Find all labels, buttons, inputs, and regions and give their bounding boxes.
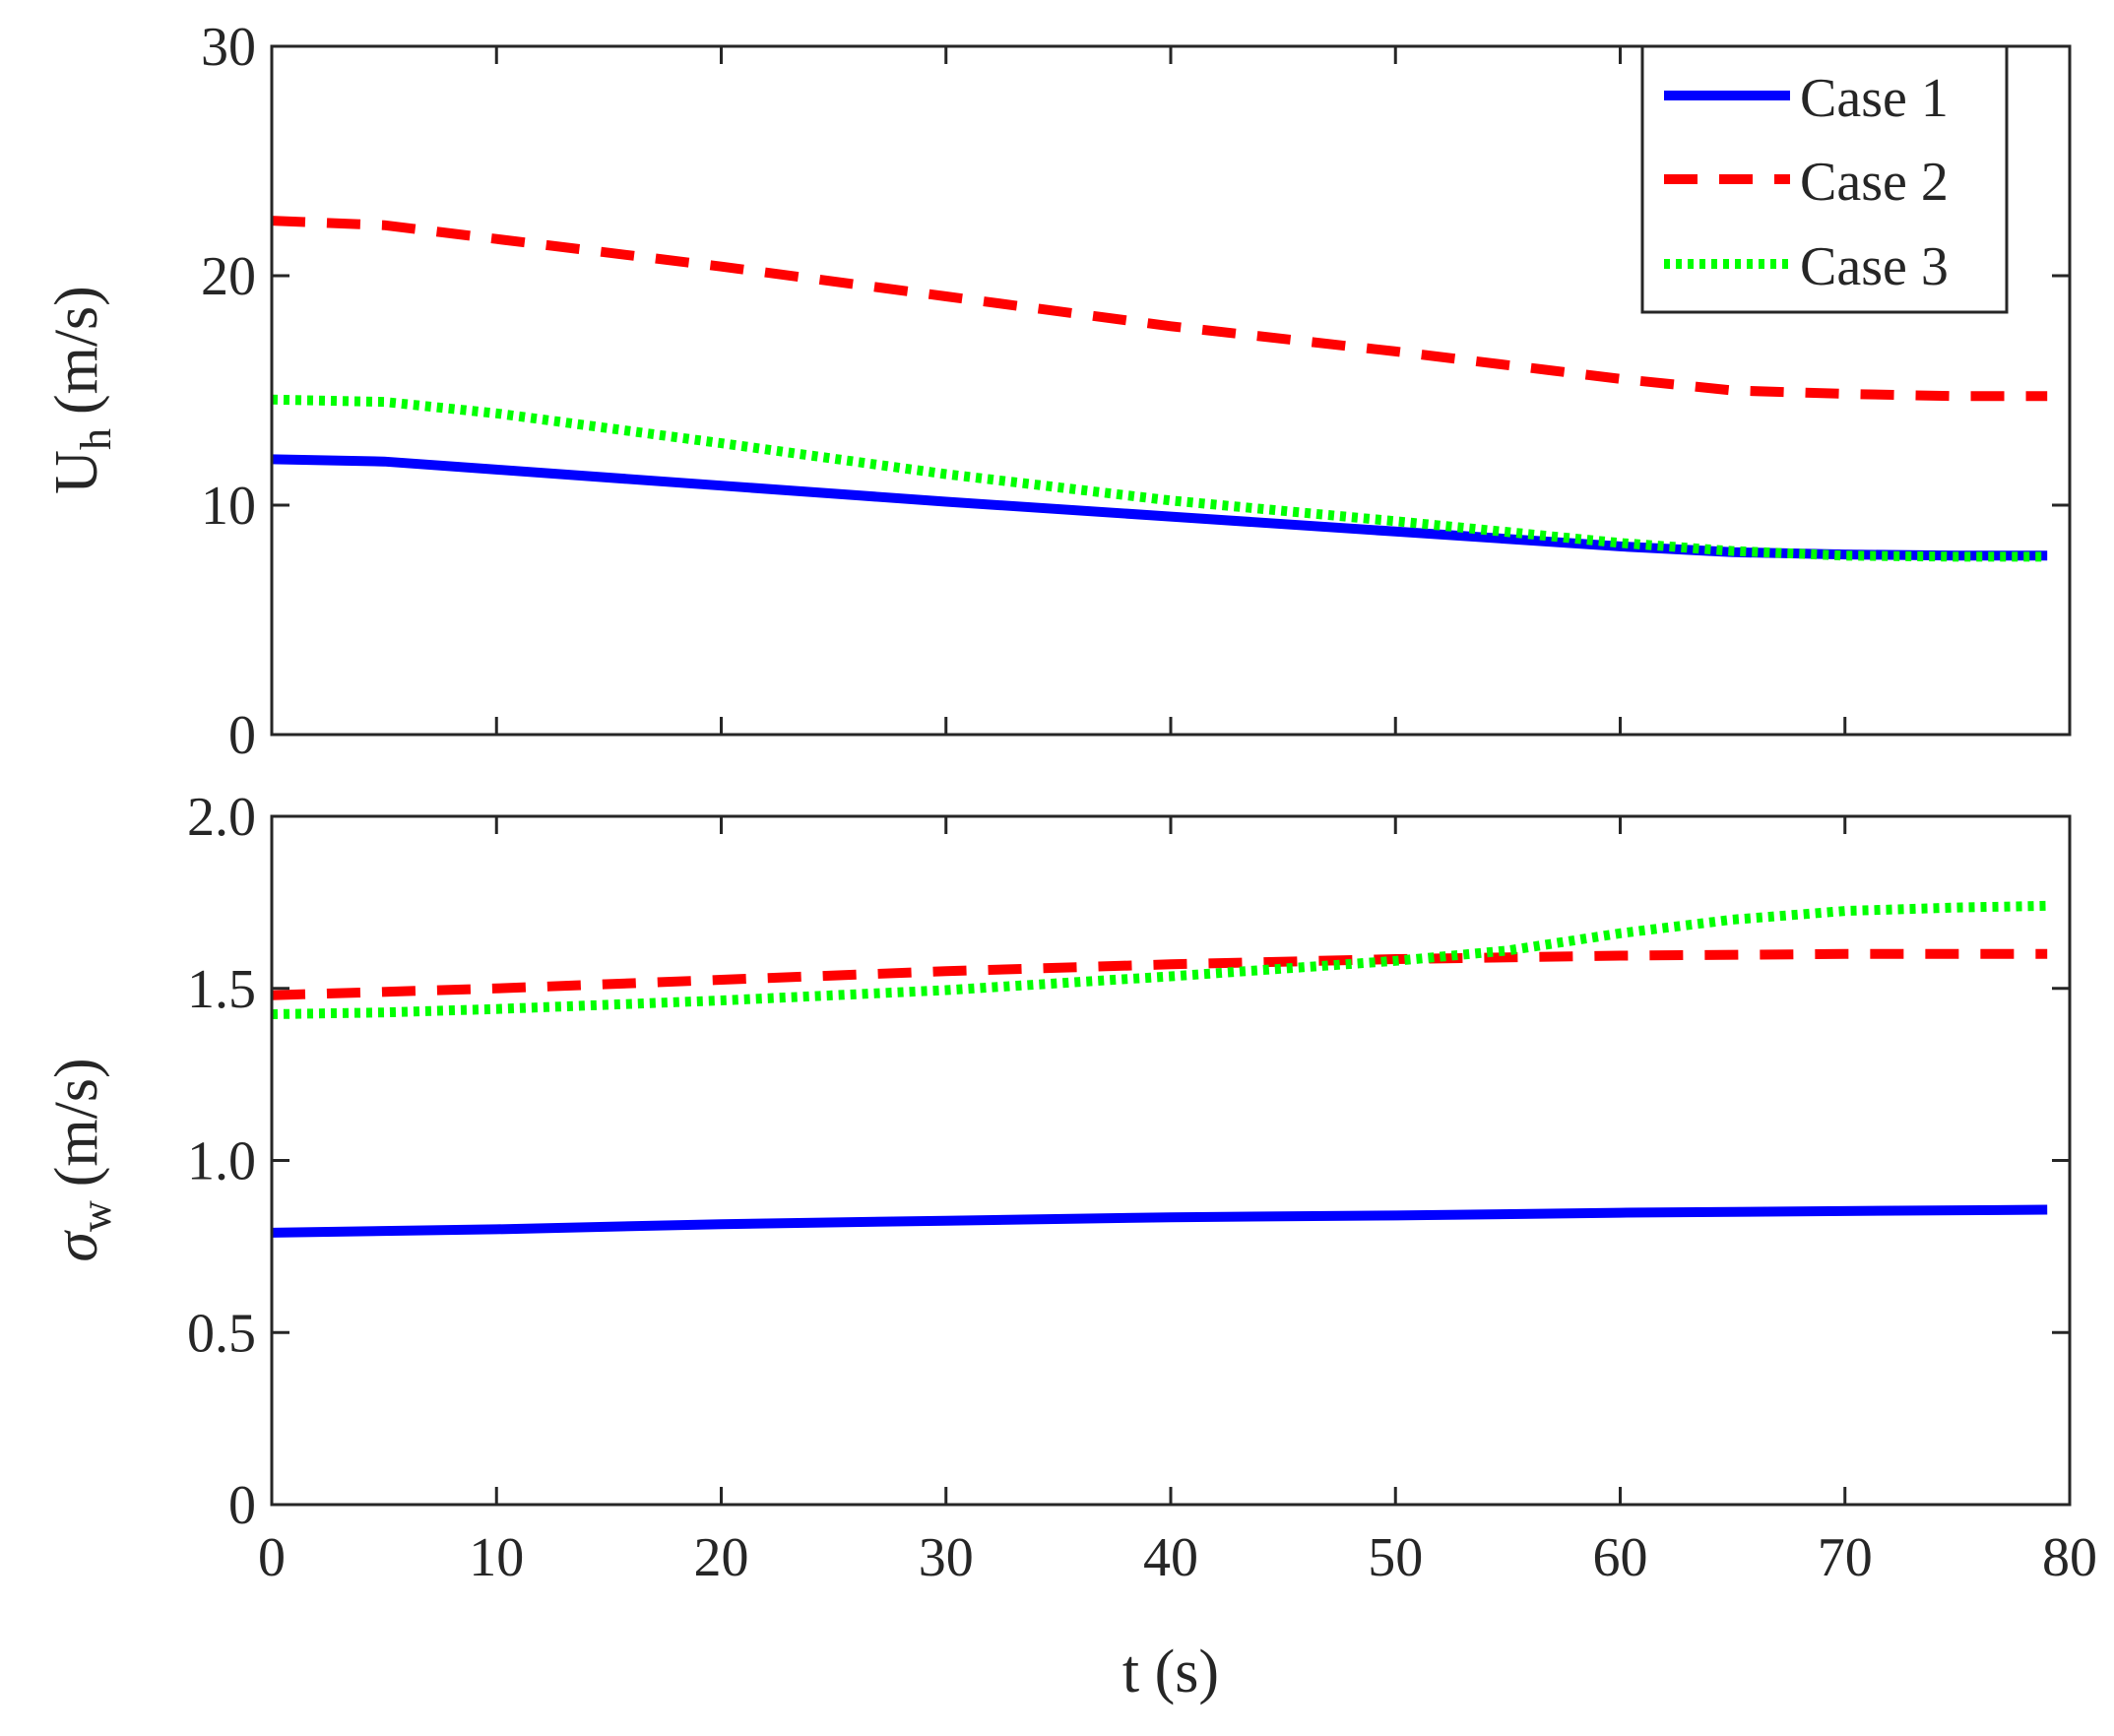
bottom-y-tick-label-2: 1.0 (187, 1131, 256, 1192)
top-y-axis-label: Uh (m/s) (43, 286, 120, 494)
top-series-case-3 (271, 394, 2048, 562)
legend-label-case-3: Case 3 (1800, 236, 1949, 297)
x-axis-label: t (s) (1122, 1639, 1219, 1705)
top-ylabel-unit: (m/s) (43, 286, 110, 415)
bottom-x-tick-label-60: 60 (1593, 1527, 1648, 1588)
bottom-y-tick-label-0: 0 (228, 1475, 256, 1536)
svg-text:Uh(m/s): Uh (m/s) (43, 286, 120, 494)
top-y-tick-label-2: 20 (201, 246, 256, 307)
bottom-ylabel-main: σ (43, 1230, 110, 1262)
bottom-series-case-1 (271, 1204, 2048, 1238)
bottom-x-tick-label-0: 0 (258, 1527, 286, 1588)
legend-label-case-1: Case 1 (1800, 68, 1949, 129)
bottom-x-tick-label-50: 50 (1368, 1527, 1423, 1588)
top-panel: 0 10 20 30 Uh (m/s) Case 1 Case 2 Case 3 (43, 17, 2072, 766)
bottom-series-layer (271, 900, 2048, 1238)
bottom-x-tick-label-20: 20 (694, 1527, 749, 1588)
top-ticks-layer: 0 10 20 30 (201, 17, 2072, 766)
bottom-ylabel-unit: (m/s) (43, 1058, 110, 1187)
bottom-series-case-2 (271, 948, 2048, 1000)
bottom-y-axis-label: σw (m/s) (43, 1058, 120, 1261)
bottom-y-tick-label-1: 0.5 (187, 1303, 256, 1364)
bottom-x-tick-label-40: 40 (1143, 1527, 1198, 1588)
legend: Case 1 Case 2 Case 3 (1640, 44, 2009, 314)
bottom-y-tick-label-3: 1.5 (187, 959, 256, 1020)
top-y-tick-label-3: 30 (201, 17, 256, 78)
top-ylabel-main: U (43, 450, 110, 494)
bottom-panel: 0 10 20 30 40 50 60 70 80 0 0.5 1.0 1.5 2.0 σw (m/s) t… (43, 787, 2097, 1705)
bottom-x-tick-label-80: 80 (2042, 1527, 2097, 1588)
legend-label-case-2: Case 2 (1800, 152, 1949, 213)
top-y-tick-label-1: 10 (201, 476, 256, 537)
top-y-tick-label-0: 0 (228, 705, 256, 766)
bottom-x-tick-label-10: 10 (469, 1527, 524, 1588)
svg-text:σw(m/s): σw (m/s) (43, 1058, 120, 1261)
bottom-y-tick-label-4: 2.0 (187, 787, 256, 848)
bottom-x-tick-label-70: 70 (1818, 1527, 1873, 1588)
top-series-case-2 (271, 216, 2048, 402)
top-ylabel-subscript: h (72, 428, 120, 450)
bottom-series-case-3 (271, 900, 2048, 1019)
bottom-ticks-layer: 0 10 20 30 40 50 60 70 80 0 0.5 1.0 1.5 2.0 (187, 787, 2097, 1588)
bottom-ylabel-subscript: w (72, 1200, 120, 1232)
bottom-x-tick-label-30: 30 (919, 1527, 974, 1588)
bottom-plot-area (272, 816, 2070, 1505)
top-series-layer (271, 216, 2048, 562)
